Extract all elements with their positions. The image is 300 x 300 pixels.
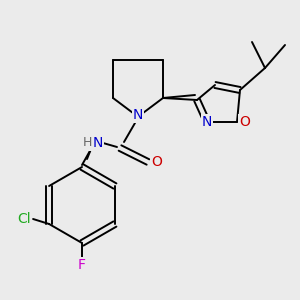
Text: O: O [240,115,250,129]
Text: F: F [78,258,86,272]
Text: O: O [152,155,162,169]
Text: N: N [202,115,212,129]
Text: N: N [133,108,143,122]
Text: N: N [93,136,103,150]
Text: H: H [82,136,92,149]
Text: Cl: Cl [17,212,31,226]
